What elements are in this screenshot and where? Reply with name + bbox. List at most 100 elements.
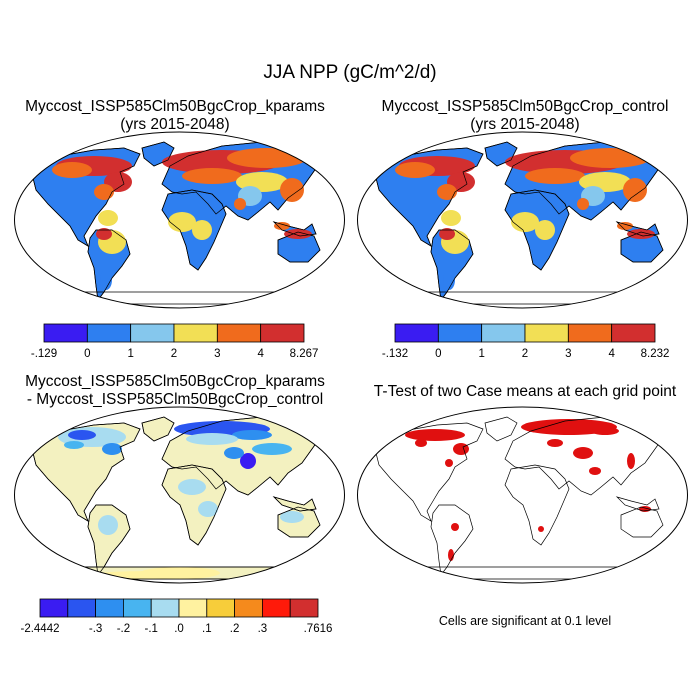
data-region [627,229,655,239]
colorbar-swatch [261,598,291,618]
data-region [617,222,633,230]
coastline-africa [504,189,570,271]
coastline-north-america [31,147,141,247]
data-region [96,228,112,240]
colorbar-swatches [394,323,656,343]
colorbar-label: 2 [171,348,177,360]
coastline-south-america [430,504,474,576]
colorbar-swatch [39,598,69,618]
colorbar-label: -2.4442 [20,623,59,635]
map-border [14,131,345,309]
coastline-australia [620,506,664,538]
coastline-layer [31,416,323,580]
coastline-greenland [141,141,175,167]
data-region [252,443,292,455]
colorbar-swatch [234,598,263,618]
panel-title-control: Myccost_ISSP585Clm50BgcCrop_control (yrs… [350,98,700,134]
data-region [453,443,469,455]
map-control [357,131,688,309]
data-region [525,168,585,184]
colorbar-swatch [611,323,656,343]
colorbar-swatch [260,323,305,343]
data-region [52,162,92,178]
data-region [227,148,307,168]
colorbar-swatch [150,598,180,618]
coastline-north-america [31,422,141,522]
data-region [102,443,122,455]
data-region [511,212,539,232]
panel-title-kparams-line2: (yrs 2015-2048) [120,116,230,133]
panel-title-kparams: Myccost_ISSP585Clm50BgcCrop_kparams (yrs… [0,98,350,134]
data-region [234,198,246,210]
data-region [623,178,647,202]
colorbar-swatch [567,323,613,343]
colorbar-swatch [481,323,526,343]
colorbar-label: 0 [84,348,90,360]
colorbar-label: .3 [258,623,268,635]
data-region [441,210,461,226]
data-region [627,453,635,469]
panel-title-ttest-line1: T-Test of two Case means at each grid po… [373,383,677,400]
colorbar-kparams: -.129 0 1 2 3 4 8.267 [31,323,319,360]
panel-title-difference-line2: - Myccost_ISSP585Clm50BgcCrop_control [26,391,324,408]
data-region [405,429,465,441]
colorbar-label: -.132 [382,348,408,360]
land-layer [31,141,323,302]
colorbar-swatch [206,598,236,618]
significance-note: Cells are significant at 0.1 level [438,614,612,628]
colorbar-labels: -2.4442 -.3 -.2 -.1 .0 .1 .2 .3 .7616 [20,623,332,635]
map-kparams [14,131,345,309]
data-region [192,220,212,240]
significance-layer [405,419,651,561]
colorbar-labels: -.132 0 1 2 3 4 8.232 [382,348,670,360]
coastline-antarctica [73,291,285,305]
colorbar-label: -.1 [144,623,157,635]
panel-title-control-line1: Myccost_ISSP585Clm50BgcCrop_control [381,98,669,115]
coastline-eurasia [504,416,666,496]
colorbar-control: -.132 0 1 2 3 4 8.232 [382,323,670,360]
colorbar-label: .0 [174,623,184,635]
data-region [274,222,290,230]
colorbar-label: 2 [522,348,528,360]
data-region [178,479,206,495]
colorbar-label: -.129 [31,348,57,360]
colorbar-swatch [123,598,152,618]
colorbar-swatches [43,323,305,343]
colorbar-swatch [173,323,218,343]
map-border [357,406,688,584]
colorbar-swatch [524,323,569,343]
coastline-australia [277,231,321,263]
colorbar-swatch [130,323,175,343]
coastline-greenland [484,416,518,442]
colorbar-swatch [437,323,483,343]
coastline-north-america [374,422,484,522]
data-region [445,459,453,467]
land-layer [31,416,323,580]
colorbar-swatch [43,323,88,343]
coastline-eurasia [161,141,323,221]
colorbar-label: 1 [478,348,484,360]
colorbar-label: 8.267 [290,348,319,360]
data-region [98,515,118,535]
panel-title-difference: Myccost_ISSP585Clm50BgcCrop_kparams - My… [0,373,350,409]
data-region [448,549,454,561]
coastline-maritime-southeast-asia [272,221,317,237]
data-region [415,439,427,447]
colorbar-label: .7616 [304,623,333,635]
panel-title-kparams-line1: Myccost_ISSP585Clm50BgcCrop_kparams [25,98,325,115]
colorbar-swatch [67,598,96,618]
colorbar-label: 0 [435,348,441,360]
colorbar-label: -.3 [89,623,102,635]
colorbar-label: 1 [127,348,133,360]
data-region [182,168,242,184]
data-region [280,511,304,523]
data-region [570,148,650,168]
coastline-africa [504,464,570,546]
data-region [100,270,112,290]
colorbar-label: 3 [214,348,220,360]
map-difference [14,406,345,584]
colorbar-label: 4 [257,348,264,360]
data-region [168,212,196,232]
colorbar-swatch [289,598,319,618]
coastline-australia [277,506,321,538]
